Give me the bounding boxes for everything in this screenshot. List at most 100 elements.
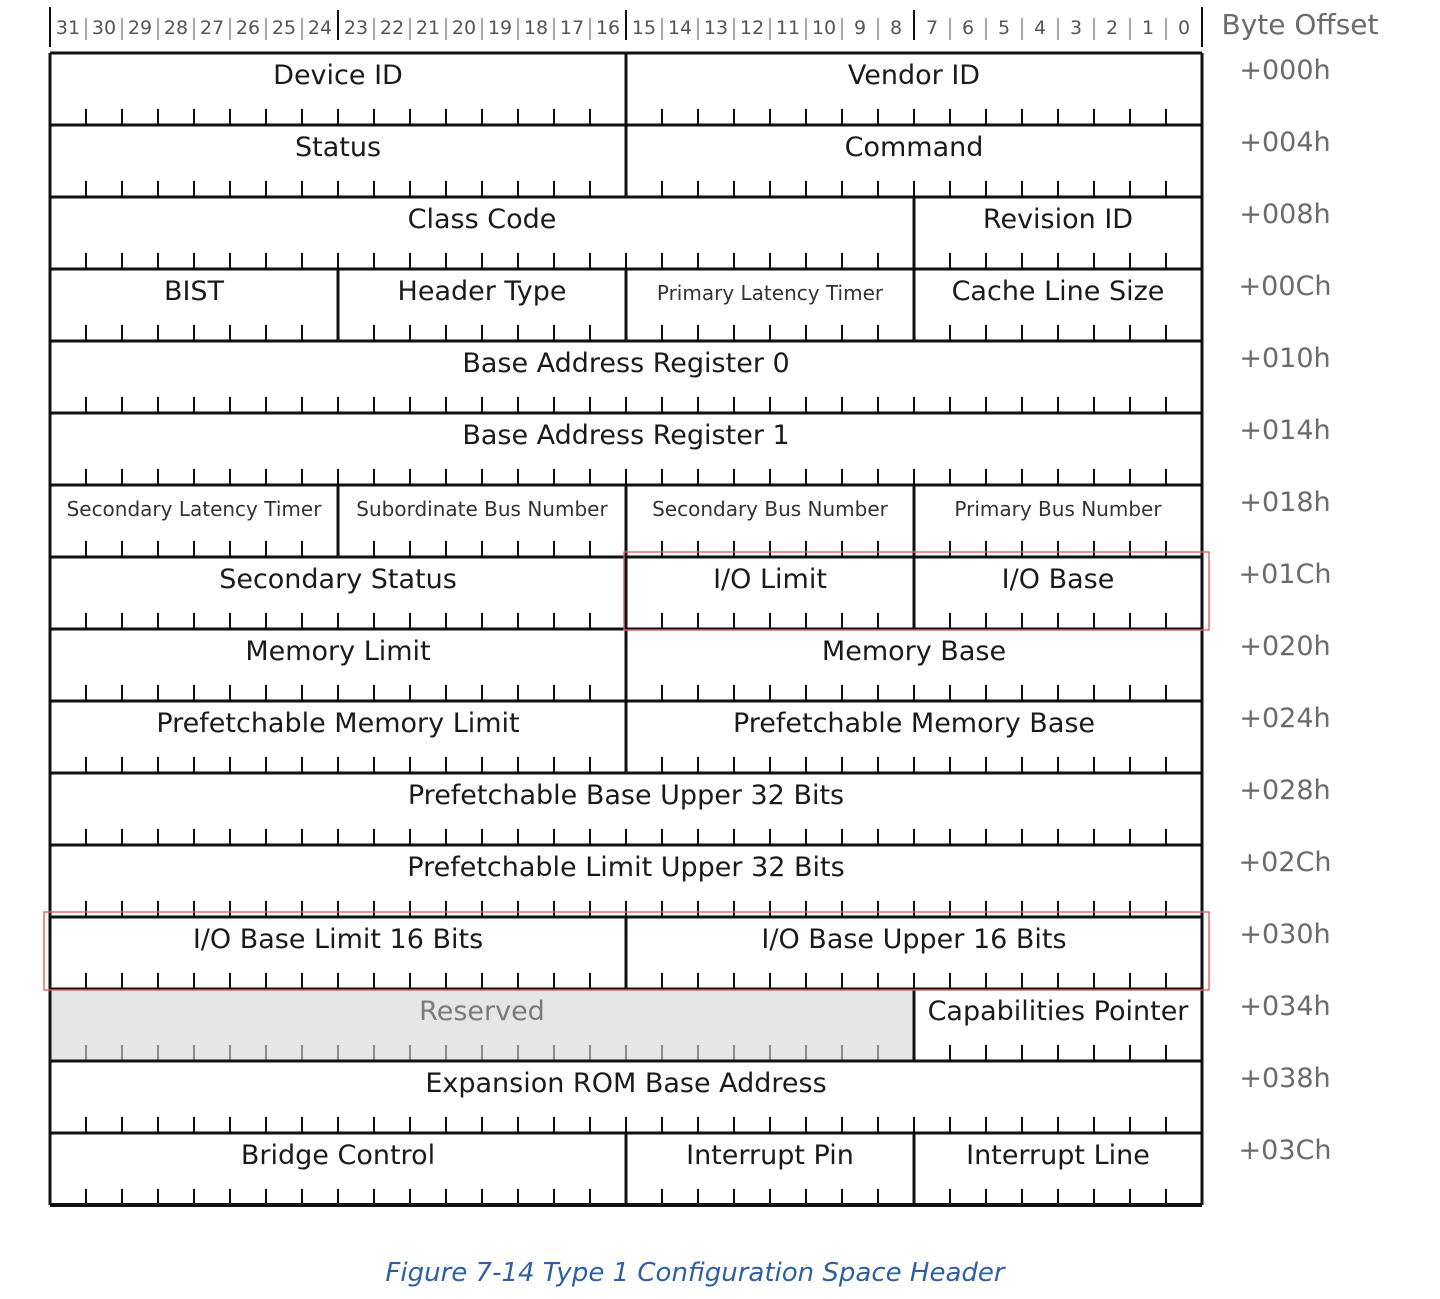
register-field: Subordinate Bus Number bbox=[336, 485, 608, 557]
bit-number: 12 bbox=[740, 17, 764, 39]
register-row: Secondary Status I/O Limit I/O Base +01Ch bbox=[48, 555, 1332, 629]
byte-offset-label: +03Ch bbox=[1239, 1135, 1332, 1166]
register-row: Class Code Revision ID +008h bbox=[48, 195, 1331, 269]
register-row: Expansion ROM Base Address +038h bbox=[48, 1059, 1331, 1133]
field-label: I/O Base bbox=[1002, 564, 1115, 595]
field-label: Expansion ROM Base Address bbox=[425, 1068, 826, 1099]
register-field: Command bbox=[624, 125, 1167, 197]
register-field: Capabilities Pointer bbox=[912, 989, 1190, 1061]
bit-number: 17 bbox=[560, 17, 584, 39]
register-field: Prefetchable Memory Limit bbox=[48, 701, 591, 773]
field-label: Cache Line Size bbox=[952, 276, 1165, 307]
reserved-field: Reserved bbox=[48, 989, 914, 1061]
bit-number: 28 bbox=[164, 17, 188, 39]
bit-number: 27 bbox=[200, 17, 224, 39]
field-label: Prefetchable Limit Upper 32 Bits bbox=[407, 852, 844, 883]
bit-number: 8 bbox=[890, 17, 902, 39]
byte-offset-label: +000h bbox=[1239, 55, 1330, 86]
field-label: I/O Limit bbox=[713, 564, 827, 595]
field-label: Status bbox=[295, 132, 381, 163]
register-row: Reserved Capabilities Pointer +034h bbox=[48, 987, 1331, 1061]
bit-number: 21 bbox=[416, 17, 440, 39]
bit-number: 11 bbox=[776, 17, 800, 39]
byte-offset-label: +018h bbox=[1239, 487, 1330, 518]
register-field: Prefetchable Base Upper 32 Bits bbox=[48, 773, 1167, 845]
register-row: Base Address Register 0 +010h bbox=[48, 339, 1331, 413]
field-label: Header Type bbox=[398, 276, 567, 307]
figure-caption: Figure 7-14 Type 1 Configuration Space H… bbox=[385, 1258, 1005, 1288]
highlight-io-upper-16 bbox=[43, 911, 1210, 991]
register-field: Secondary Status bbox=[48, 557, 591, 629]
field-label: Base Address Register 1 bbox=[462, 420, 789, 451]
bit-number: 18 bbox=[524, 17, 548, 39]
bit-number: 13 bbox=[704, 17, 728, 39]
register-field: Secondary Latency Timer bbox=[48, 485, 323, 557]
register-field: BIST bbox=[48, 269, 303, 341]
register-row: I/O Base Limit 16 Bits I/O Base Upper 16 … bbox=[48, 915, 1331, 989]
bit-number: 3 bbox=[1070, 17, 1082, 39]
field-label: Reserved bbox=[419, 996, 545, 1027]
field-label: Interrupt Line bbox=[966, 1140, 1150, 1171]
register-field: Interrupt Pin bbox=[624, 1133, 879, 1205]
field-label: I/O Base Limit 16 Bits bbox=[193, 924, 483, 955]
bit-number: 14 bbox=[668, 17, 692, 39]
field-label: Command bbox=[845, 132, 984, 163]
field-label: Secondary Latency Timer bbox=[67, 497, 323, 521]
register-field: Cache Line Size bbox=[912, 269, 1167, 341]
byte-offset-label: +014h bbox=[1239, 415, 1330, 446]
register-row: Memory Limit Memory Base +020h bbox=[48, 627, 1331, 701]
bit-number: 30 bbox=[92, 17, 116, 39]
byte-offset-label: +010h bbox=[1239, 343, 1330, 374]
register-field: Secondary Bus Number bbox=[624, 485, 889, 557]
bit-number-header: 31 30 29 28 27 26 25 24 23 22 21 20 19 18 17 16 15 14 13 12… bbox=[49, 7, 1379, 47]
byte-offset-label: +024h bbox=[1239, 703, 1330, 734]
byte-offset-label: +008h bbox=[1239, 199, 1330, 230]
field-label: Capabilities Pointer bbox=[928, 996, 1190, 1027]
byte-offset-label: +00Ch bbox=[1239, 271, 1332, 302]
field-label: Prefetchable Base Upper 32 Bits bbox=[408, 780, 844, 811]
byte-offset-label: +030h bbox=[1239, 919, 1330, 950]
register-field: I/O Base Limit 16 Bits bbox=[48, 917, 591, 989]
register-row: BIST Header Type Primary Latency Timer Cach… bbox=[48, 267, 1332, 341]
bit-number: 29 bbox=[128, 17, 152, 39]
bit-number: 22 bbox=[380, 17, 404, 39]
bit-number: 10 bbox=[812, 17, 836, 39]
register-row: Device ID Vendor ID +000h bbox=[48, 51, 1331, 125]
bit-number: 20 bbox=[452, 17, 476, 39]
field-label: Primary Bus Number bbox=[954, 497, 1162, 521]
register-map: 31 30 29 28 27 26 25 24 23 22 21 20 19 18 17 16 15 14 13 12… bbox=[43, 7, 1379, 1207]
register-field: Status bbox=[48, 125, 591, 197]
register-field: Memory Limit bbox=[48, 629, 591, 701]
register-field: Primary Latency Timer bbox=[624, 269, 884, 341]
register-field: Device ID bbox=[48, 53, 591, 125]
field-label: Interrupt Pin bbox=[686, 1140, 854, 1171]
field-label: Base Address Register 0 bbox=[462, 348, 789, 379]
field-label: Memory Limit bbox=[245, 636, 430, 667]
field-label: I/O Base Upper 16 Bits bbox=[761, 924, 1066, 955]
field-label: Secondary Status bbox=[219, 564, 457, 595]
register-field: Header Type bbox=[336, 269, 591, 341]
field-label: Class Code bbox=[408, 204, 557, 235]
bit-number: 4 bbox=[1034, 17, 1046, 39]
register-field: Interrupt Line bbox=[912, 1133, 1167, 1205]
field-label: BIST bbox=[164, 276, 225, 307]
register-field: Class Code bbox=[48, 197, 879, 269]
bit-number: 5 bbox=[998, 17, 1010, 39]
register-row: Secondary Latency Timer Subordinate Bus N… bbox=[48, 483, 1331, 557]
field-label: Secondary Bus Number bbox=[652, 497, 889, 521]
register-row: Prefetchable Base Upper 32 Bits +028h bbox=[48, 771, 1331, 845]
register-field: I/O Limit bbox=[624, 557, 879, 629]
register-field: Memory Base bbox=[624, 629, 1167, 701]
register-row: Bridge Control Interrupt Pin Interrupt Lin… bbox=[48, 1131, 1332, 1205]
register-field: Prefetchable Limit Upper 32 Bits bbox=[48, 845, 1167, 917]
field-label: Vendor ID bbox=[848, 60, 980, 91]
field-label: Subordinate Bus Number bbox=[356, 497, 608, 521]
register-field: Bridge Control bbox=[48, 1133, 591, 1205]
byte-offset-label: +028h bbox=[1239, 775, 1330, 806]
field-label: Revision ID bbox=[983, 204, 1133, 235]
byte-offset-label: +01Ch bbox=[1239, 559, 1332, 590]
register-row: Status Command +004h bbox=[48, 123, 1331, 197]
register-field: Primary Bus Number bbox=[912, 485, 1167, 557]
bit-number: 26 bbox=[236, 17, 260, 39]
